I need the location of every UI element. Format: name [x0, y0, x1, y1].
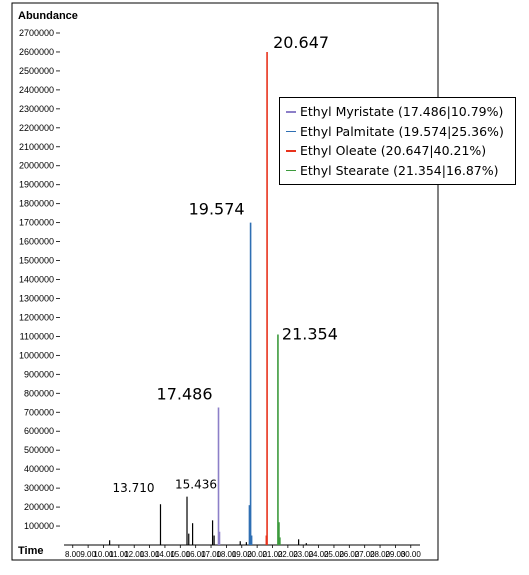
x-tick-label: 14.00: [155, 550, 176, 559]
y-tick-label: 100000: [24, 521, 54, 531]
peak-annotation: 13.710: [112, 481, 154, 495]
legend-swatch: [286, 130, 296, 132]
x-tick-label: 10.00: [93, 550, 114, 559]
y-axis-title: Abundance: [18, 10, 78, 22]
legend-label: Ethyl Oleate (20.647|40.21%): [300, 143, 487, 159]
x-tick-label: 25.00: [324, 550, 345, 559]
x-tick-label: 19.00: [232, 550, 253, 559]
x-axis: 8.00 9.0010.0011.0012.0013.0014.0015.0016…: [65, 545, 421, 559]
legend-item: Ethyl Palmitate (19.574|25.36%): [286, 122, 509, 142]
y-tick-label: 1300000: [19, 293, 54, 303]
legend-item: Ethyl Stearate (21.354|16.87%): [286, 161, 509, 181]
y-tick-label: 600000: [24, 426, 54, 436]
y-tick-label: 2400000: [19, 85, 54, 95]
y-tick-label: 2600000: [19, 47, 54, 57]
y-tick-label: 2200000: [19, 123, 54, 133]
x-tick-label: 11.00: [109, 550, 129, 559]
x-axis-title: Time: [18, 545, 43, 557]
peak-annotation: 20.647: [273, 33, 329, 52]
legend-label: Ethyl Palmitate (19.574|25.36%): [300, 123, 504, 139]
legend: Ethyl Myristate (17.486|10.79%) Ethyl Pal…: [279, 97, 516, 185]
x-tick-label: 28.00: [370, 550, 391, 559]
y-tick-label: 500000: [24, 445, 54, 455]
legend-item: Ethyl Myristate (17.486|10.79%): [286, 102, 509, 122]
x-tick-label: 18.00: [216, 550, 237, 559]
peak-annotation: 19.574: [189, 200, 245, 219]
y-tick-label: 1000000: [19, 350, 54, 360]
x-tick-label: 16.00: [186, 550, 207, 559]
y-tick-label: 1900000: [19, 180, 54, 190]
legend-item: Ethyl Oleate (20.647|40.21%): [286, 141, 509, 161]
y-tick-label: 2700000: [19, 28, 54, 38]
y-tick-label: 2100000: [19, 142, 54, 152]
x-tick-label: 29.00: [385, 550, 406, 559]
y-tick-label: 800000: [24, 388, 54, 398]
x-tick-label: 21.00: [262, 550, 283, 559]
y-tick-label: 2500000: [19, 66, 54, 76]
x-tick-label: 23.00: [293, 550, 314, 559]
x-tick-label: 20.00: [247, 550, 268, 559]
y-tick-label: 1700000: [19, 218, 54, 228]
peak-annotations: 20.647 19.574 21.354 17.486 15.436 13.710: [112, 33, 337, 495]
plot-frame: [11, 2, 439, 561]
x-tick-label: 24.00: [309, 550, 330, 559]
legend-swatch: [286, 169, 296, 171]
y-tick-label: 200000: [24, 502, 54, 512]
x-tick-label: 15.00: [170, 550, 191, 559]
x-tick-label: 8.00: [65, 550, 81, 559]
y-tick-label: 1800000: [19, 199, 54, 209]
unlabeled-peaks: [64, 496, 420, 546]
y-tick-label: 300000: [24, 483, 54, 493]
legend-label: Ethyl Stearate (21.354|16.87%): [300, 162, 499, 178]
x-tick-label: 30.00: [401, 550, 422, 559]
x-tick-label: 9.00: [80, 550, 96, 559]
legend-swatch: [286, 111, 296, 113]
y-tick-label: 700000: [24, 407, 54, 417]
x-tick-label: 12.00: [124, 550, 145, 559]
x-tick-label: 27.00: [355, 550, 376, 559]
y-tick-label: 2300000: [19, 104, 54, 114]
y-tick-label: 900000: [24, 369, 54, 379]
peak-annotation: 21.354: [282, 325, 338, 344]
x-tick-label: 13.00: [140, 550, 161, 559]
x-tick-label: 17.00: [201, 550, 222, 559]
x-tick-label: 22.00: [278, 550, 299, 559]
x-tick-label: 26.00: [339, 550, 360, 559]
y-tick-label: 400000: [24, 464, 54, 474]
y-axis: 100000 200000 300000 400000 500000 600000 7000…: [19, 28, 60, 531]
peak-annotation: 17.486: [157, 385, 213, 404]
y-tick-label: 1100000: [20, 331, 54, 341]
legend-swatch: [286, 150, 296, 152]
y-tick-label: 2000000: [19, 161, 54, 171]
legend-label: Ethyl Myristate (17.486|10.79%): [300, 104, 504, 120]
y-tick-label: 1600000: [19, 237, 54, 247]
series-peaks: [217, 51, 281, 545]
peak-annotation: 15.436: [175, 478, 217, 492]
y-tick-label: 1200000: [19, 312, 54, 322]
y-tick-label: 1500000: [19, 256, 54, 266]
y-tick-label: 1400000: [19, 275, 54, 285]
